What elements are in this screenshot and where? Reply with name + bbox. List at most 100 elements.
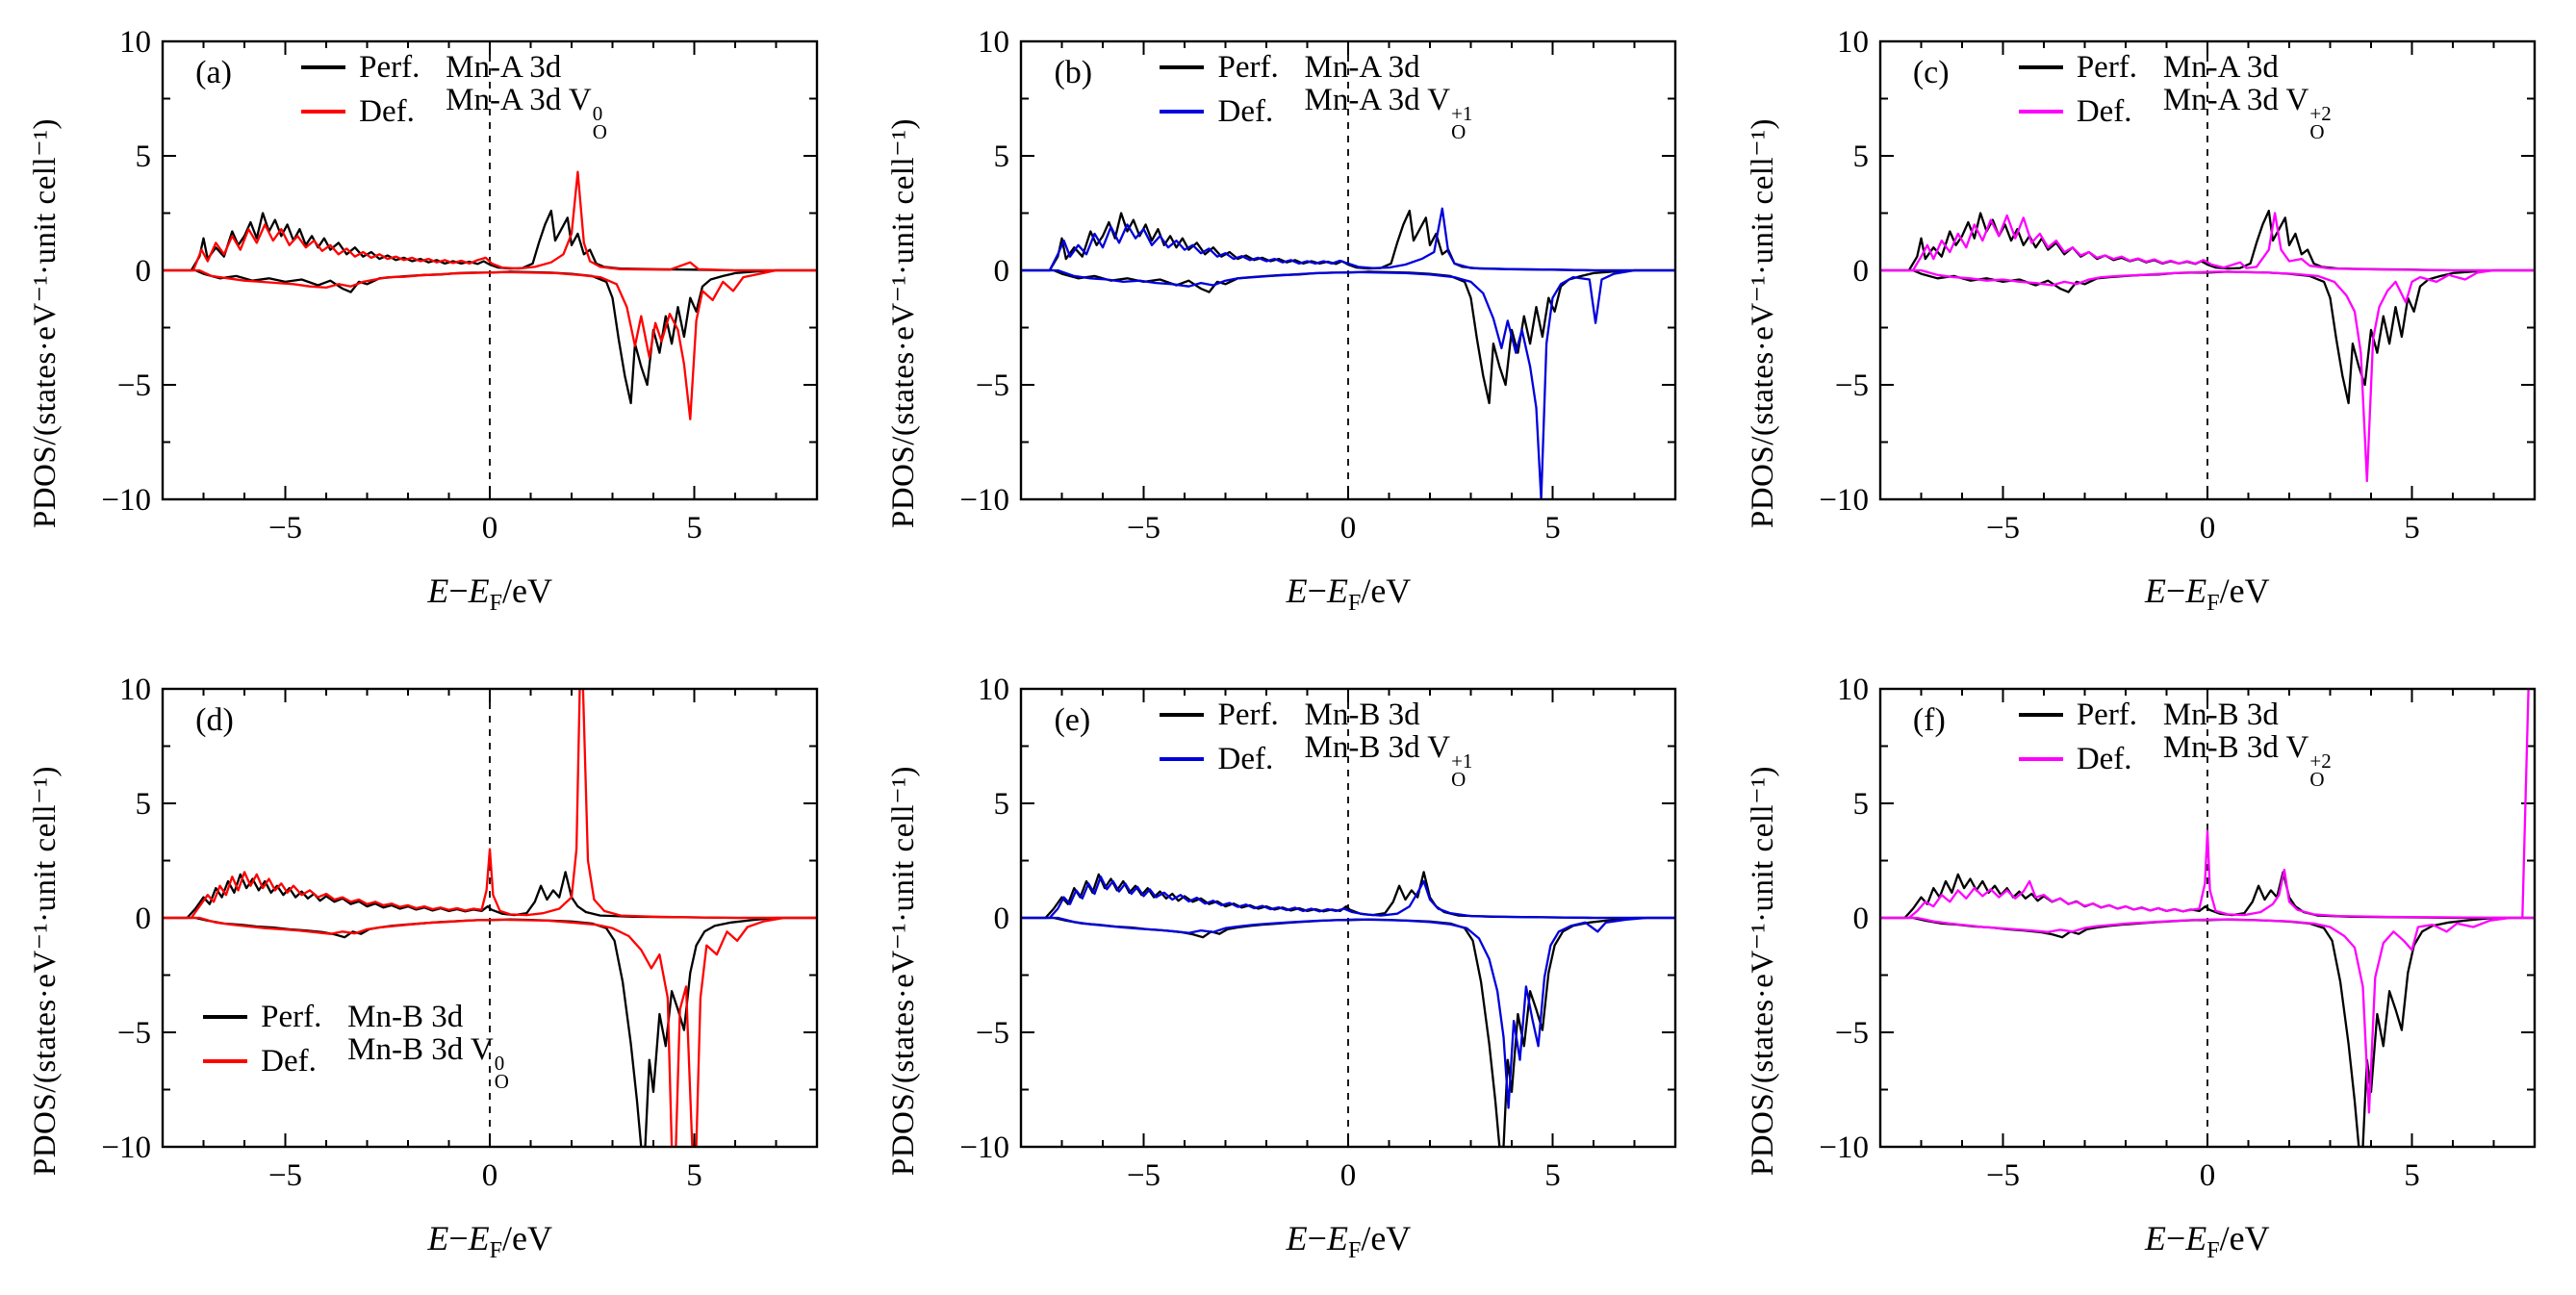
tick-labels: −10 −5 0 5 10 −5 0 5 bbox=[102, 677, 702, 1193]
perfect-label: Perf. bbox=[1217, 697, 1279, 732]
x-tick-label: −5 bbox=[1986, 1158, 2020, 1193]
y-axis-label: PDOS/(states·eV⁻¹·unit cell⁻¹) bbox=[886, 766, 922, 1177]
pdos-panel: PDOS/(states·eV⁻¹·unit cell⁻¹) −10 −5 0 5 10… bbox=[26, 677, 832, 1264]
series-group bbox=[1879, 689, 2535, 1148]
series-def-spin-up bbox=[1021, 876, 1676, 920]
legend-row-perfect: Perf. Mn-B 3d bbox=[1160, 693, 1472, 737]
defect-line-swatch bbox=[2018, 757, 2063, 762]
perfect-series-label: Mn-A 3d bbox=[1304, 49, 1420, 85]
series-def-spin-down bbox=[163, 269, 818, 421]
y-tick-label: −10 bbox=[102, 1130, 152, 1165]
defect-series-label: Mn-A 3d V +2 O bbox=[2162, 82, 2332, 143]
legend-row-perfect: Perf. Mn-A 3d bbox=[301, 45, 607, 89]
legend-row-perfect: Perf. Mn-B 3d bbox=[203, 995, 509, 1039]
x-tick-label: 0 bbox=[2200, 1158, 2216, 1193]
x-tick-label: −5 bbox=[1986, 511, 2020, 546]
series-group bbox=[1879, 210, 2535, 483]
plot-wrap: −10 −5 0 5 10 −5 0 5 (f) Perf. Mn-B 3d Def. Mn-… bbox=[1799, 677, 2550, 1264]
series-def-spin-down bbox=[1021, 917, 1676, 1110]
series-def-spin-up bbox=[163, 170, 818, 272]
perfect-label: Perf. bbox=[1217, 49, 1279, 85]
x-tick-label: 5 bbox=[1545, 511, 1562, 546]
plot-svg: −10 −5 0 5 10 −5 0 5 bbox=[102, 30, 819, 546]
series-def-spin-down bbox=[1879, 917, 2535, 1114]
plot-wrap: −10 −5 0 5 10 −5 0 5 (e) Perf. Mn-B 3d Def. Mn-… bbox=[940, 677, 1691, 1264]
series-group bbox=[1021, 207, 1676, 500]
tick-labels: −10 −5 0 5 10 −5 0 5 bbox=[1819, 677, 2419, 1193]
perfect-series-label: Mn-B 3d bbox=[347, 999, 464, 1034]
legend-row-perfect: Perf. Mn-B 3d bbox=[2018, 693, 2332, 737]
y-tick-label: 5 bbox=[994, 787, 1010, 822]
y-tick-label: −5 bbox=[117, 1016, 151, 1051]
series-group bbox=[163, 170, 818, 421]
series-group bbox=[163, 689, 818, 1148]
y-axis-label: PDOS/(states·eV⁻¹·unit cell⁻¹) bbox=[886, 118, 922, 529]
y-axis-label: PDOS/(states·eV⁻¹·unit cell⁻¹) bbox=[1745, 118, 1780, 529]
defect-line-swatch bbox=[1160, 757, 1205, 762]
series-group bbox=[1021, 871, 1676, 1148]
y-tick-label: 0 bbox=[136, 254, 152, 289]
series-def-spin-down bbox=[1879, 269, 2535, 483]
legend-row-defect: Def. Mn-B 3d V +2 O bbox=[2018, 730, 2332, 789]
series-def-spin-up bbox=[163, 689, 818, 920]
x-tick-label: 5 bbox=[2404, 511, 2420, 546]
plot-wrap: −10 −5 0 5 10 −5 0 5 (c) Perf. Mn-A 3d Def. Mn-… bbox=[1799, 30, 2550, 617]
plot-wrap: −10 −5 0 5 10 −5 0 5 (a) Perf. Mn-A 3d Def. Mn-… bbox=[82, 30, 832, 617]
x-tick-label: −5 bbox=[268, 511, 302, 546]
legend: Perf. Mn-A 3d Def. Mn-A 3d V +1 O bbox=[1160, 45, 1472, 141]
defect-line-swatch bbox=[203, 1059, 248, 1064]
plot-svg: −10 −5 0 5 10 −5 0 5 bbox=[960, 677, 1677, 1193]
y-tick-label: −10 bbox=[1819, 1130, 1869, 1165]
defect-label: Def. bbox=[1217, 741, 1274, 776]
vacancy-sub-sup: +1 O bbox=[1451, 749, 1473, 791]
defect-label: Def. bbox=[1217, 93, 1274, 129]
tick-labels: −10 −5 0 5 10 −5 0 5 bbox=[960, 30, 1561, 546]
panel-tag: (e) bbox=[1054, 702, 1091, 739]
y-tick-label: 0 bbox=[1852, 901, 1869, 936]
plot-svg: −10 −5 0 5 10 −5 0 5 bbox=[102, 677, 819, 1193]
y-tick-label: 0 bbox=[1852, 254, 1869, 289]
defect-line-swatch bbox=[1160, 110, 1205, 114]
perfect-series-label: Mn-B 3d bbox=[1304, 697, 1420, 732]
y-tick-label: 10 bbox=[119, 30, 151, 60]
legend: Perf. Mn-B 3d Def. Mn-B 3d V +2 O bbox=[2018, 693, 2332, 789]
y-tick-label: −5 bbox=[976, 368, 1009, 403]
plot-wrap: −10 −5 0 5 10 −5 0 5 (d) Perf. Mn-B 3d Def. Mn-… bbox=[82, 677, 832, 1264]
y-axis-label: PDOS/(states·eV⁻¹·unit cell⁻¹) bbox=[1745, 766, 1780, 1177]
y-axis-label: PDOS/(states·eV⁻¹·unit cell⁻¹) bbox=[28, 118, 64, 529]
legend-row-defect: Def. Mn-B 3d V +1 O bbox=[1160, 730, 1472, 789]
y-tick-label: −5 bbox=[1835, 1016, 1869, 1051]
plot-svg: −10 −5 0 5 10 −5 0 5 bbox=[1819, 677, 2537, 1193]
pdos-panel: PDOS/(states·eV⁻¹·unit cell⁻¹) −10 −5 0 5 10… bbox=[884, 30, 1691, 617]
vacancy-sub-sup: +1 O bbox=[1451, 101, 1473, 143]
perfect-label: Perf. bbox=[2076, 697, 2138, 732]
x-tick-label: 0 bbox=[2200, 511, 2216, 546]
perfect-series-label: Mn-A 3d bbox=[2162, 49, 2279, 85]
x-axis-label: E−EF/eV bbox=[427, 571, 552, 617]
x-tick-label: 5 bbox=[2404, 1158, 2420, 1193]
y-tick-label: 5 bbox=[994, 140, 1010, 174]
series-def-spin-down bbox=[1021, 269, 1676, 500]
x-tick-label: −5 bbox=[1127, 1158, 1160, 1193]
defect-line-swatch bbox=[301, 110, 346, 114]
x-axis-label: E−EF/eV bbox=[1286, 1219, 1412, 1264]
perfect-series-label: Mn-A 3d bbox=[446, 49, 562, 85]
y-tick-label: 0 bbox=[994, 254, 1010, 289]
plot-frame bbox=[161, 688, 819, 1149]
plot-frame bbox=[1020, 688, 1677, 1149]
defect-series-label: Mn-B 3d V +2 O bbox=[2162, 729, 2332, 791]
y-tick-label: −5 bbox=[117, 368, 151, 403]
y-tick-label: 5 bbox=[1852, 140, 1869, 174]
y-tick-label: 0 bbox=[994, 901, 1010, 936]
perfect-label: Perf. bbox=[359, 49, 421, 85]
vacancy-sub-sup: +2 O bbox=[2309, 101, 2332, 143]
defect-line-swatch bbox=[2018, 110, 2063, 114]
tick-labels: −10 −5 0 5 10 −5 0 5 bbox=[102, 30, 702, 546]
y-tick-label: −5 bbox=[976, 1016, 1009, 1051]
